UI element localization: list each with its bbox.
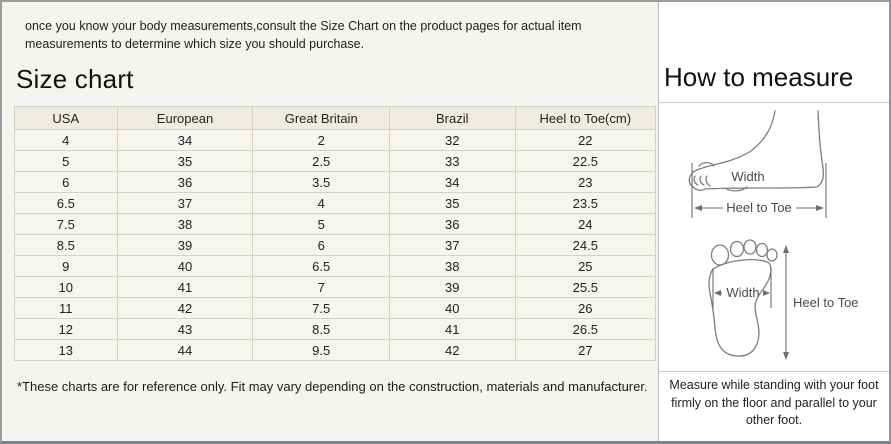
- table-cell: 24.5: [514, 234, 657, 257]
- table-cell: 8.5: [252, 318, 390, 341]
- table-cell: 42: [116, 297, 254, 320]
- table-cell: 2.5: [252, 150, 390, 173]
- table-cell: 6.5: [252, 255, 390, 278]
- table-cell: 10: [14, 276, 118, 299]
- column-header: Heel to Toe(cm): [514, 106, 657, 131]
- size-chart-section: once you know your body measurements,con…: [2, 2, 658, 441]
- footprint-heel-to-toe-label: Heel to Toe: [793, 295, 859, 310]
- size-chart-table: USA European Great Britain Brazil Heel to To…: [14, 106, 657, 362]
- measure-diagrams: Width Heel to Toe: [659, 103, 889, 372]
- table-cell: 43: [116, 318, 254, 341]
- table-cell: 37: [388, 234, 516, 257]
- table-row: 6.5 37 4 35 23.5: [14, 192, 657, 215]
- table-row: 11 42 7.5 40 26: [14, 297, 657, 320]
- table-cell: 4: [14, 129, 118, 152]
- table-cell: 39: [388, 276, 516, 299]
- table-row: 7.5 38 5 36 24: [14, 213, 657, 236]
- table-row: 13 44 9.5 42 27: [14, 339, 657, 362]
- table-cell: 7.5: [14, 213, 118, 236]
- footprint-icon: Width Heel to Toe: [708, 239, 859, 360]
- table-cell: 22.5: [514, 150, 657, 173]
- table-row: 9 40 6.5 38 25: [14, 255, 657, 278]
- table-cell: 5: [14, 150, 118, 173]
- column-header: USA: [14, 106, 118, 131]
- table-cell: 9.5: [252, 339, 390, 362]
- column-header: Brazil: [388, 106, 516, 131]
- table-cell: 38: [388, 255, 516, 278]
- table-cell: 11: [14, 297, 118, 320]
- table-cell: 12: [14, 318, 118, 341]
- table-row: 12 43 8.5 41 26.5: [14, 318, 657, 341]
- table-cell: 36: [116, 171, 254, 194]
- table-row: 8.5 39 6 37 24.5: [14, 234, 657, 257]
- table-cell: 26.5: [514, 318, 657, 341]
- table-cell: 4: [252, 192, 390, 215]
- table-cell: 32: [388, 129, 516, 152]
- table-cell: 38: [116, 213, 254, 236]
- table-cell: 42: [388, 339, 516, 362]
- footprint-width-label: Width: [726, 285, 759, 300]
- table-cell: 39: [116, 234, 254, 257]
- side-width-label: Width: [731, 169, 764, 184]
- table-cell: 8.5: [14, 234, 118, 257]
- measure-instruction-note: Measure while standing with your foot fi…: [669, 378, 879, 428]
- table-cell: 34: [116, 129, 254, 152]
- table-cell: 40: [116, 255, 254, 278]
- table-cell: 2: [252, 129, 390, 152]
- table-cell: 6.5: [14, 192, 118, 215]
- table-cell: 27: [514, 339, 657, 362]
- intro-text: once you know your body measurements,con…: [25, 19, 582, 52]
- table-cell: 7.5: [252, 297, 390, 320]
- table-row: 5 35 2.5 33 22.5: [14, 150, 657, 173]
- table-cell: 35: [116, 150, 254, 173]
- table-row: 4 34 2 32 22: [14, 129, 657, 152]
- foot-measure-diagram: Width Heel to Toe: [688, 110, 859, 360]
- table-cell: 5: [252, 213, 390, 236]
- table-row: 6 36 3.5 34 23: [14, 171, 657, 194]
- how-to-measure-section: How to measure: [658, 2, 889, 441]
- table-cell: 7: [252, 276, 390, 299]
- side-heel-to-toe-label: Heel to Toe: [726, 200, 792, 215]
- size-chart-title: Size chart: [16, 64, 134, 95]
- table-cell: 35: [388, 192, 516, 215]
- table-cell: 23: [514, 171, 657, 194]
- how-to-measure-title: How to measure: [664, 62, 854, 92]
- table-cell: 36: [388, 213, 516, 236]
- table-cell: 24: [514, 213, 657, 236]
- how-to-measure-header: How to measure: [659, 2, 889, 103]
- table-cell: 23.5: [514, 192, 657, 215]
- reference-footnote: *These charts are for reference only. Fi…: [17, 379, 648, 395]
- table-row: 10 41 7 39 25.5: [14, 276, 657, 299]
- table-cell: 13: [14, 339, 118, 362]
- column-header: European: [116, 106, 254, 131]
- table-cell: 40: [388, 297, 516, 320]
- table-cell: 44: [116, 339, 254, 362]
- table-header-row: USA European Great Britain Brazil Heel to To…: [14, 106, 657, 131]
- table-cell: 41: [116, 276, 254, 299]
- table-cell: 22: [514, 129, 657, 152]
- foot-side-view-icon: Width Heel to Toe: [688, 110, 827, 218]
- table-cell: 9: [14, 255, 118, 278]
- table-cell: 6: [252, 234, 390, 257]
- size-table-body: 4 34 2 32 22 5 35 2.5 33 22.5 6 36 3.5 34 23 6.5 37 4 35 23…: [14, 129, 657, 362]
- column-header: Great Britain: [252, 106, 390, 131]
- table-cell: 25.5: [514, 276, 657, 299]
- table-cell: 34: [388, 171, 516, 194]
- table-cell: 33: [388, 150, 516, 173]
- table-cell: 3.5: [252, 171, 390, 194]
- table-cell: 26: [514, 297, 657, 320]
- table-cell: 37: [116, 192, 254, 215]
- table-cell: 25: [514, 255, 657, 278]
- table-cell: 41: [388, 318, 516, 341]
- table-cell: 6: [14, 171, 118, 194]
